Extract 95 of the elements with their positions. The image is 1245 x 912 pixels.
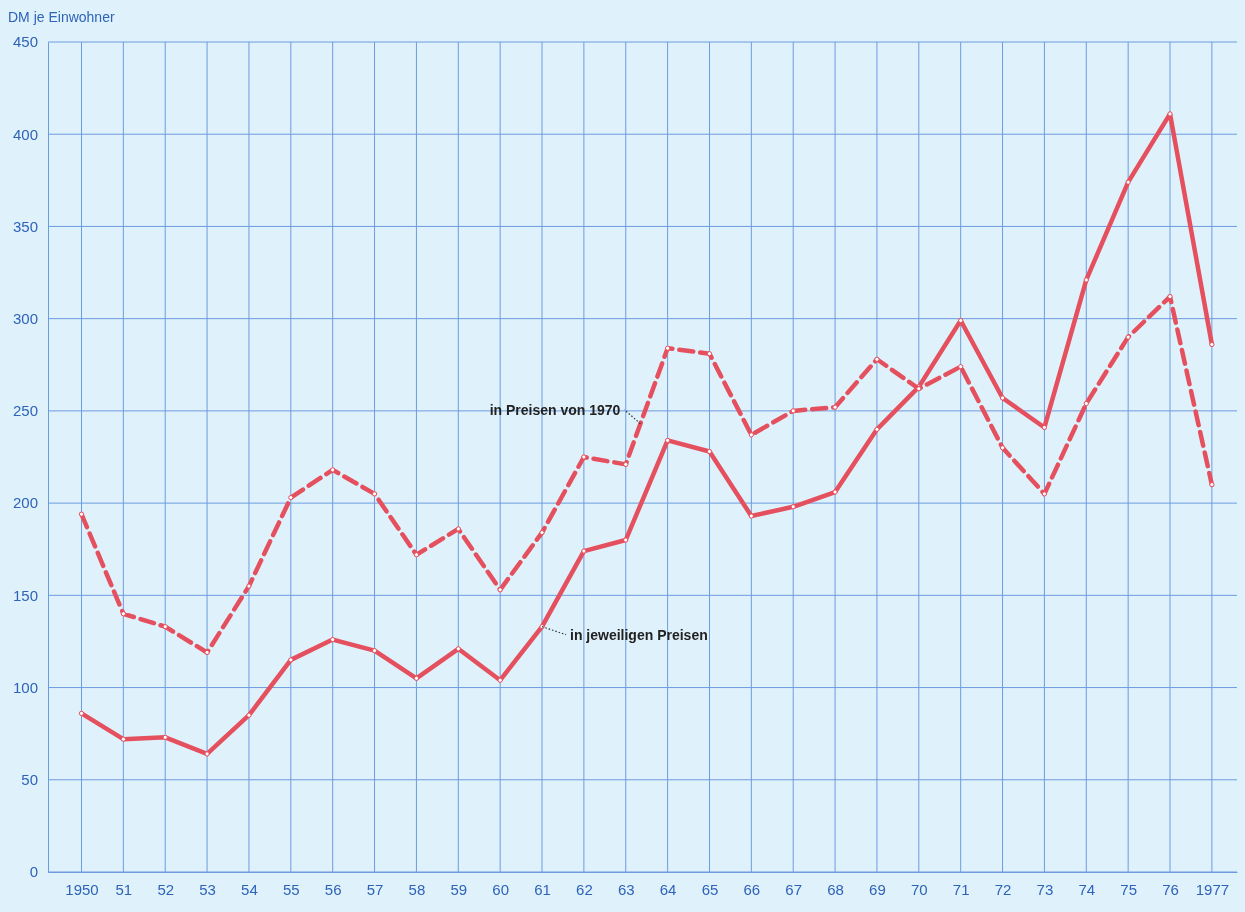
point: [371, 491, 378, 497]
point: [665, 345, 671, 351]
x-tick-label: 54: [241, 880, 258, 898]
x-tick-label: 67: [785, 880, 803, 898]
point: [1209, 341, 1215, 348]
point: [330, 467, 336, 473]
point: [1125, 334, 1131, 340]
point: [455, 646, 461, 652]
point: [1041, 424, 1048, 431]
point: [330, 636, 336, 643]
x-tick-label: 57: [366, 880, 384, 898]
x-tick-label: 64: [659, 880, 677, 898]
x-tick-label: 76: [1162, 880, 1179, 898]
point: [120, 736, 126, 742]
point: [162, 734, 168, 740]
point: [497, 677, 503, 683]
point: [371, 648, 378, 654]
point: [999, 395, 1006, 401]
x-tick-label: 60: [492, 880, 509, 898]
y-tick-label: 0: [29, 863, 38, 881]
point: [288, 657, 294, 663]
y-tick-label: 350: [12, 217, 38, 235]
x-tick-label: 70: [910, 880, 928, 898]
y-tick-label: 300: [12, 309, 38, 327]
point: [623, 537, 629, 543]
x-tick-label: 51: [115, 880, 133, 898]
point: [1041, 491, 1048, 497]
point: [832, 489, 838, 495]
y-tick-label: 250: [12, 402, 38, 420]
point: [958, 317, 964, 324]
x-tick-label: 65: [701, 880, 719, 898]
point: [581, 454, 587, 460]
x-tick-label: 58: [408, 880, 426, 898]
y-tick-label: 400: [12, 125, 38, 143]
point: [790, 504, 796, 510]
y-tick-label: 150: [12, 586, 38, 604]
point: [204, 649, 210, 656]
point: [413, 675, 420, 681]
point: [581, 548, 587, 554]
x-tick-label: 68: [827, 880, 844, 898]
point: [1167, 293, 1173, 300]
series-label: in Preisen von 1970: [489, 401, 621, 418]
x-tick-label: 55: [282, 880, 300, 898]
point: [413, 552, 420, 558]
point: [246, 583, 252, 589]
y-tick-label: 200: [12, 494, 38, 512]
point: [204, 751, 210, 757]
point: [790, 408, 796, 414]
x-tick-label: 53: [199, 880, 216, 898]
x-tick-label: 62: [576, 880, 593, 898]
point: [874, 356, 880, 362]
point: [246, 712, 252, 718]
point: [1083, 400, 1089, 407]
y-axis-title: DM je Einwohner: [8, 9, 115, 25]
point: [665, 437, 671, 444]
point: [120, 611, 126, 617]
point: [78, 511, 85, 517]
point: [623, 461, 629, 467]
point: [874, 426, 880, 432]
x-tick-label: 66: [743, 880, 761, 898]
x-tick-label: 72: [994, 880, 1012, 898]
x-tick-label: 59: [450, 880, 468, 898]
x-tick-label: 74: [1078, 880, 1096, 898]
point: [1209, 482, 1215, 488]
point: [1083, 277, 1089, 283]
y-tick-label: 450: [12, 33, 38, 51]
point: [748, 513, 754, 519]
point: [539, 530, 545, 536]
x-tick-label: 56: [324, 880, 342, 898]
x-tick-label: 1977: [1195, 880, 1230, 898]
point: [748, 432, 754, 438]
point: [1167, 111, 1173, 117]
y-tick-label: 100: [12, 678, 38, 696]
point: [162, 624, 168, 630]
x-tick-label: 61: [534, 880, 551, 898]
point: [539, 624, 545, 630]
x-tick-label: 71: [952, 880, 970, 898]
point: [78, 710, 85, 716]
point: [958, 364, 964, 370]
x-tick-label: 73: [1036, 880, 1054, 898]
x-tick-label: 75: [1120, 880, 1137, 898]
point: [706, 351, 713, 357]
point: [706, 448, 713, 455]
point: [1125, 179, 1131, 185]
x-tick-label: 1950: [65, 880, 99, 898]
series-label: in jeweiligen Preisen: [570, 626, 708, 643]
point: [497, 587, 503, 593]
point: [288, 494, 294, 501]
x-tick-label: 52: [157, 880, 175, 898]
point: [455, 526, 461, 532]
point: [832, 404, 838, 410]
y-tick-label: 50: [21, 771, 38, 789]
point: [999, 445, 1006, 451]
x-tick-label: 69: [869, 880, 886, 898]
x-tick-label: 63: [617, 880, 635, 898]
